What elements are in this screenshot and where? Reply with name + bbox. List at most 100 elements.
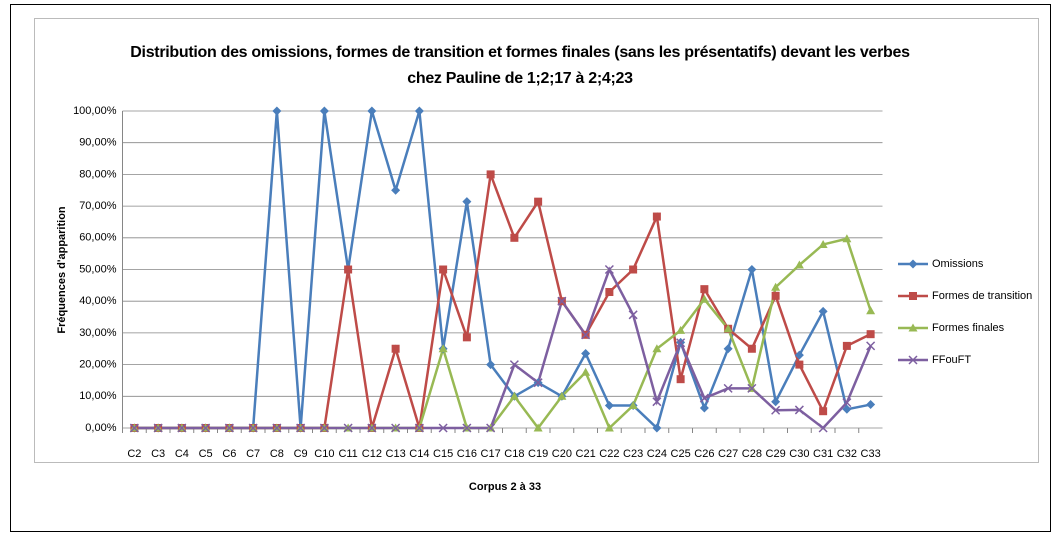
marker [367,423,377,433]
y-tick-label: 30,00% [79,327,117,339]
marker [533,423,543,432]
marker [842,398,852,408]
marker [723,324,733,333]
marker [462,423,472,433]
x-tick-label: C18 [504,448,524,460]
marker [908,323,918,332]
marker [723,344,733,354]
marker [699,403,709,413]
marker [908,355,918,365]
marker [866,341,876,351]
marker [604,400,614,410]
marker [319,106,329,116]
marker [367,106,377,116]
x-tick-label: C24 [647,448,667,460]
marker [747,383,757,393]
marker [581,367,591,376]
marker [747,265,757,274]
marker [747,344,756,353]
marker [771,405,781,415]
marker [866,400,876,410]
marker [462,333,471,342]
x-tick-label: C31 [813,448,833,460]
marker [605,288,614,297]
x-tick-label: C13 [386,448,406,460]
marker [319,423,329,433]
y-tick-label: 100,00% [73,105,117,117]
x-tick-label: C28 [742,448,762,460]
x-axis-title: Corpus 2 à 33 [469,481,541,493]
marker [344,265,353,274]
marker [248,423,258,433]
y-tick-label: 70,00% [79,200,117,212]
y-tick-label: 50,00% [79,263,117,275]
marker [842,234,852,243]
marker [438,344,448,353]
marker [391,344,400,353]
marker [794,260,804,269]
marker [557,391,567,400]
marker [652,344,662,353]
marker [652,212,661,221]
x-tick-label: C11 [338,448,357,460]
marker [909,292,917,300]
marker [676,325,686,334]
marker [795,360,804,369]
x-tick-label: C29 [766,448,786,460]
marker [272,106,282,116]
marker [439,265,448,274]
marker [699,393,709,403]
marker [819,407,828,416]
marker [794,350,804,360]
marker [866,330,875,339]
x-tick-label: C30 [789,448,809,460]
legend-label: Formes finales [932,322,1005,334]
marker [818,423,828,433]
marker [866,306,876,315]
x-tick-label: C32 [837,448,857,460]
marker [629,265,638,274]
y-tick-label: 60,00% [79,232,117,244]
x-tick-label: C26 [694,448,714,460]
marker [771,282,781,291]
marker [700,285,709,294]
marker [604,264,614,275]
x-tick-label: C17 [481,448,501,460]
marker [414,423,424,433]
y-tick-label: 40,00% [79,295,117,307]
marker [438,423,448,433]
marker [177,423,187,433]
chart-title: Distribution des omissions, formes de tr… [130,44,910,87]
x-tick-label: C15 [433,448,453,460]
marker [628,310,638,320]
x-tick-label: C25 [671,448,691,460]
y-axis-title: Fréquences d'apparition [56,206,68,334]
marker [652,423,662,433]
marker [842,404,852,414]
marker [557,296,567,306]
marker [272,423,282,433]
x-tick-label: C8 [270,448,284,460]
marker [486,360,496,370]
marker [509,360,519,370]
marker [510,233,519,242]
outer-frame [10,4,1051,532]
x-tick-label: C3 [151,448,165,460]
marker [509,391,519,400]
y-tick-label: 80,00% [79,168,117,180]
x-tick-label: C2 [127,448,141,460]
x-tick-label: C5 [199,448,213,460]
marker [818,306,828,316]
marker [296,423,306,433]
marker [604,423,614,432]
marker [794,405,804,415]
marker [343,423,353,433]
y-tick-label: 90,00% [79,137,117,149]
legend-label: Formes de transition [932,290,1032,302]
marker [414,106,424,116]
x-tick-label: C19 [528,448,548,460]
y-tick-label: 20,00% [79,359,117,371]
marker [908,259,918,269]
